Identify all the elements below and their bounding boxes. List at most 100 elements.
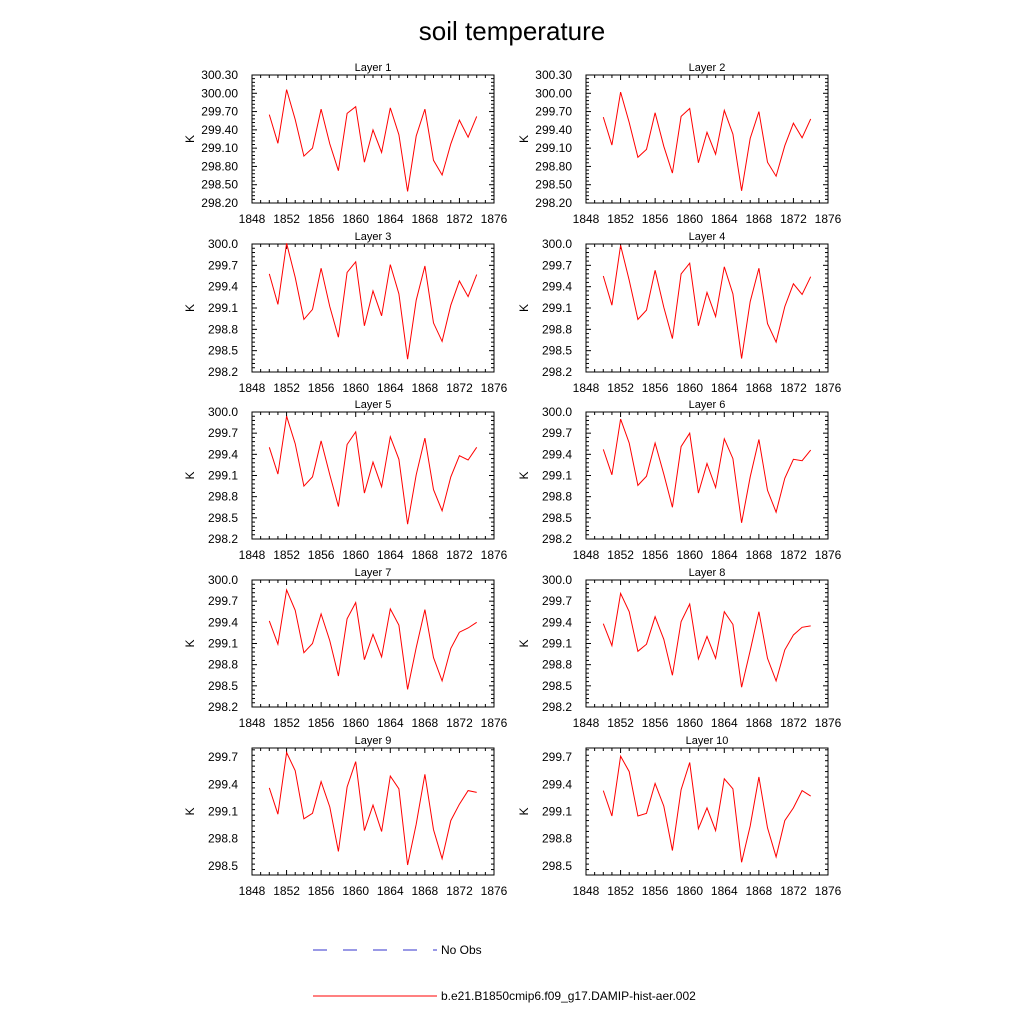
x-tick-label: 1864 [377, 548, 404, 562]
y-tick-label: 300.0 [542, 573, 572, 587]
x-tick-label: 1872 [780, 884, 807, 898]
plot-frame [251, 411, 495, 540]
x-tick-label: 1848 [239, 212, 266, 226]
x-tick-label: 1852 [273, 381, 300, 395]
plot-frame [251, 579, 495, 708]
x-tick-label: 1876 [481, 212, 508, 226]
y-axis-label: K [183, 135, 197, 143]
y-axis-label: K [517, 135, 531, 143]
y-tick-label: 299.40 [535, 123, 572, 137]
x-tick-label: 1868 [746, 381, 773, 395]
x-tick-label: 1868 [412, 884, 439, 898]
panel-layer-6: Layer 6 K 1848 1852 1856 1860 1864 1868 1872 1876… [517, 399, 842, 562]
model-series-line [268, 750, 477, 866]
y-tick-label: 298.8 [208, 832, 238, 846]
x-tick-label: 1872 [446, 548, 473, 562]
x-tick-label: 1856 [642, 381, 669, 395]
panel-title: Layer 10 [686, 735, 729, 747]
plot-frame [585, 411, 829, 540]
x-tick-label: 1864 [711, 381, 738, 395]
panel-layer-5: Layer 5 K 1848 1852 1856 1860 1864 1868 1872 1876… [183, 399, 508, 562]
y-tick-label: 298.50 [201, 178, 238, 192]
x-tick-label: 1872 [446, 212, 473, 226]
x-tick-label: 1852 [273, 212, 300, 226]
y-tick-label: 299.7 [208, 594, 238, 608]
y-tick-label: 299.7 [542, 426, 572, 440]
plot-frame [251, 243, 495, 373]
x-tick-label: 1872 [780, 381, 807, 395]
y-tick-label: 299.1 [208, 805, 238, 819]
x-tick-label: 1860 [676, 884, 703, 898]
model-series-line [602, 91, 812, 191]
x-tick-label: 1872 [446, 884, 473, 898]
panel-title: Layer 6 [689, 399, 726, 411]
x-tick-label: 1864 [711, 884, 738, 898]
y-tick-label: 300.00 [535, 86, 572, 100]
y-tick-label: 300.30 [201, 68, 238, 82]
x-tick-label: 1864 [377, 212, 404, 226]
plot-frame [585, 243, 829, 373]
y-tick-label: 300.0 [208, 405, 238, 419]
y-tick-label: 299.7 [208, 750, 238, 764]
x-tick-label: 1848 [239, 716, 266, 730]
x-tick-label: 1876 [481, 716, 508, 730]
y-tick-label: 298.5 [208, 679, 238, 693]
x-tick-label: 1868 [412, 212, 439, 226]
x-tick-label: 1848 [573, 884, 600, 898]
x-tick-label: 1856 [308, 548, 335, 562]
y-tick-label: 298.2 [542, 700, 572, 714]
x-tick-label: 1864 [711, 716, 738, 730]
y-tick-label: 298.2 [208, 365, 238, 379]
legend: No Obs b.e21.B1850cmip6.f09_g17.DAMIP-hi… [313, 943, 696, 1003]
x-tick-label: 1860 [342, 381, 369, 395]
x-tick-label: 1876 [481, 884, 508, 898]
x-tick-label: 1876 [481, 381, 508, 395]
x-tick-label: 1860 [342, 884, 369, 898]
x-tick-label: 1876 [815, 212, 842, 226]
x-tick-label: 1860 [342, 548, 369, 562]
x-tick-label: 1868 [746, 548, 773, 562]
model-series-line [602, 245, 812, 359]
y-tick-label: 300.30 [535, 68, 572, 82]
y-tick-label: 300.0 [208, 573, 238, 587]
y-tick-label: 298.5 [542, 859, 572, 873]
plot-frame [585, 579, 829, 708]
x-tick-label: 1848 [239, 884, 266, 898]
y-tick-label: 300.0 [208, 237, 238, 251]
x-tick-label: 1868 [412, 716, 439, 730]
x-tick-label: 1852 [273, 716, 300, 730]
y-axis-label: K [517, 471, 531, 479]
y-tick-label: 299.1 [208, 301, 238, 315]
y-tick-label: 299.4 [208, 615, 238, 629]
y-tick-label: 298.8 [208, 490, 238, 504]
y-tick-label: 299.70 [201, 105, 238, 119]
model-series-line [268, 588, 477, 690]
legend-label-model: b.e21.B1850cmip6.f09_g17.DAMIP-hist-aer.… [441, 989, 696, 1003]
plot-frame [251, 747, 495, 876]
x-tick-label: 1856 [308, 212, 335, 226]
y-tick-label: 298.8 [208, 658, 238, 672]
y-axis-label: K [517, 639, 531, 647]
y-tick-label: 298.5 [208, 344, 238, 358]
y-tick-label: 299.7 [208, 258, 238, 272]
x-tick-label: 1852 [607, 716, 634, 730]
x-tick-label: 1868 [746, 884, 773, 898]
x-tick-label: 1860 [342, 212, 369, 226]
y-tick-label: 299.1 [542, 637, 572, 651]
y-tick-label: 299.7 [542, 750, 572, 764]
y-tick-label: 299.10 [535, 141, 572, 155]
x-tick-label: 1848 [239, 548, 266, 562]
y-tick-label: 300.0 [542, 237, 572, 251]
x-tick-label: 1860 [676, 212, 703, 226]
y-tick-label: 299.4 [208, 447, 238, 461]
y-tick-label: 298.20 [201, 196, 238, 210]
x-tick-label: 1852 [607, 212, 634, 226]
x-tick-label: 1868 [412, 381, 439, 395]
y-tick-label: 299.4 [208, 280, 238, 294]
y-axis-label: K [183, 807, 197, 815]
panel-title: Layer 1 [355, 62, 392, 74]
x-tick-label: 1856 [642, 716, 669, 730]
y-tick-label: 298.2 [208, 532, 238, 546]
x-tick-label: 1868 [746, 716, 773, 730]
model-series-line [602, 754, 811, 863]
